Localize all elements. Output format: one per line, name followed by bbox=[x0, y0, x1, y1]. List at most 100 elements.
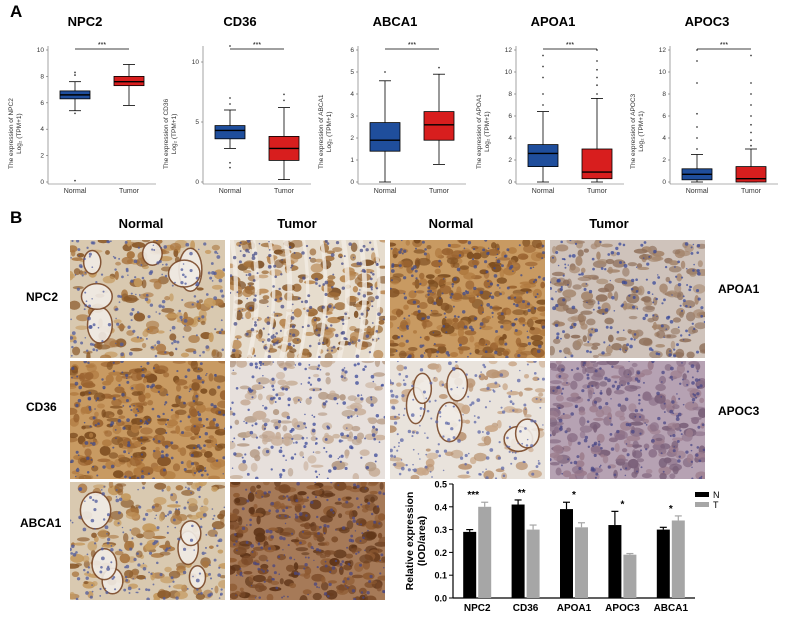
y-tick-label: 10 bbox=[192, 59, 200, 66]
ihc-apoc3-tumor-image bbox=[550, 361, 705, 479]
bar-y-tick-label: 0.0 bbox=[434, 594, 447, 604]
y-tick-label: 4 bbox=[662, 135, 666, 142]
y-tick-label: 6 bbox=[40, 100, 44, 107]
outlier-point bbox=[750, 131, 752, 134]
ihc-col-header-normal-left: Normal bbox=[118, 216, 164, 231]
bar-significance-label: *** bbox=[467, 490, 479, 501]
outlier-point bbox=[696, 112, 698, 115]
outlier-point bbox=[542, 104, 544, 106]
outlier-point bbox=[438, 66, 440, 69]
y-tick-label: 0 bbox=[40, 179, 44, 186]
ihc-abca1-normal-image bbox=[70, 482, 225, 600]
ihc-row-label-npc2: NPC2 bbox=[26, 290, 59, 304]
y-tick-label: 12 bbox=[505, 47, 513, 54]
outlier-point bbox=[542, 76, 544, 79]
y-tick-label: 8 bbox=[508, 91, 512, 98]
boxplot-svg: 0 2 4 6 8 10 Normal Tumor *** bbox=[37, 42, 156, 195]
y-tick-label: 10 bbox=[659, 69, 667, 76]
outlier-point bbox=[750, 82, 752, 84]
boxplot-svg: 0 5 10 Normal Tumor *** bbox=[192, 42, 311, 195]
bar-significance-label: * bbox=[669, 504, 673, 515]
ihc-row-label-apoc3: APOC3 bbox=[718, 404, 760, 418]
x-tick-label: Tumor bbox=[119, 188, 140, 195]
x-tick-label: Tumor bbox=[274, 188, 295, 195]
bar-n-npc2 bbox=[463, 531, 477, 598]
boxplot-svg: 0 1 2 3 4 5 6 Normal Tumor *** bbox=[350, 42, 466, 195]
boxplot-svg: 0 2 4 6 8 10 12 Normal Tumor *** bbox=[659, 42, 778, 195]
y-tick-label: 1 bbox=[350, 157, 354, 164]
x-tick-label: Normal bbox=[64, 188, 87, 195]
outlier-point bbox=[596, 93, 598, 95]
x-tick-label: Normal bbox=[532, 188, 555, 195]
x-tick-label: Tumor bbox=[429, 188, 450, 195]
bar-t-apoa1 bbox=[575, 527, 588, 598]
panel-a-label: A bbox=[10, 2, 23, 21]
outlier-point bbox=[542, 54, 544, 57]
boxplot-svg: 0 2 4 6 8 10 12 Normal Tumor *** bbox=[505, 42, 624, 195]
legend-label-n: N bbox=[713, 490, 720, 500]
y-tick-label: 12 bbox=[659, 47, 667, 54]
ihc-quantification-bar-chart: 0.0 0.1 0.2 0.3 0.4 0.5 Relative expression(IO… bbox=[395, 478, 725, 625]
x-tick-label: Normal bbox=[219, 188, 242, 195]
significance-label: *** bbox=[408, 42, 416, 49]
outlier-point bbox=[229, 161, 231, 164]
legend-swatch-n bbox=[695, 492, 709, 497]
ihc-col-header-tumor-left: Tumor bbox=[277, 216, 317, 231]
outlier-point bbox=[74, 112, 76, 115]
outlier-point bbox=[750, 54, 752, 57]
outlier-point bbox=[74, 71, 76, 74]
boxplot-apoc3: APOC3 The expression of APOC3 Log₂ (TPM+1)… bbox=[630, 14, 782, 195]
y-tick-label: 10 bbox=[37, 47, 45, 54]
y-tick-label: 8 bbox=[662, 91, 666, 98]
box-normal bbox=[214, 125, 246, 140]
outlier-point bbox=[229, 166, 231, 169]
y-tick-label: 6 bbox=[508, 113, 512, 120]
box-tumor bbox=[581, 148, 613, 180]
ihc-row-label-apoa1: APOA1 bbox=[718, 282, 760, 296]
outlier-point bbox=[750, 104, 752, 106]
outlier-point bbox=[74, 179, 76, 182]
bar-n-apoc3 bbox=[608, 525, 622, 598]
ihc-apoc3-normal-image bbox=[390, 361, 545, 479]
outlier-point bbox=[542, 93, 544, 95]
outlier-point bbox=[696, 82, 698, 84]
x-tick-label: Normal bbox=[374, 188, 397, 195]
ihc-cd36-tumor-image bbox=[230, 361, 385, 479]
bar-t-apoc3 bbox=[623, 554, 637, 598]
significance-label: *** bbox=[98, 42, 106, 49]
bar-y-tick-label: 0.4 bbox=[434, 502, 447, 512]
legend-swatch-t bbox=[695, 502, 709, 507]
y-tick-label: 4 bbox=[40, 126, 44, 133]
y-tick-label: 4 bbox=[350, 91, 354, 98]
outlier-point bbox=[596, 76, 598, 79]
ihc-apoa1-tumor-image bbox=[550, 240, 705, 358]
y-tick-label: 8 bbox=[40, 73, 44, 80]
bar-y-tick-label: 0.2 bbox=[434, 548, 447, 558]
significance-label: *** bbox=[566, 42, 574, 49]
outlier-point bbox=[750, 123, 752, 126]
y-tick-label: 2 bbox=[662, 157, 666, 164]
bar-t-cd36 bbox=[526, 529, 540, 598]
boxplot-title: APOC3 bbox=[684, 14, 730, 29]
legend-label-t: T bbox=[713, 500, 719, 510]
boxplot-apoa1: APOA1 The expression of APOA1 Log₂ (TPM+1)… bbox=[476, 14, 628, 195]
y-tick-label: 2 bbox=[350, 135, 354, 142]
outlier-point bbox=[750, 115, 752, 117]
ihc-apoa1-normal-image bbox=[390, 240, 545, 358]
outlier-point bbox=[696, 148, 698, 150]
ihc-row-label-abca1: ABCA1 bbox=[20, 516, 62, 530]
outlier-point bbox=[596, 68, 598, 71]
boxplot-cd36: CD36 The expression of CD36 Log₂ (TPM+1) 0 5… bbox=[163, 14, 315, 195]
bar-x-tick-label: APOC3 bbox=[605, 603, 640, 614]
y-tick-label: 5 bbox=[350, 69, 354, 76]
outlier-point bbox=[696, 126, 698, 128]
bar-n-apoa1 bbox=[560, 509, 573, 598]
y-tick-label: 6 bbox=[662, 113, 666, 120]
ihc-col-header-normal-right: Normal bbox=[428, 216, 474, 231]
y-tick-label: 6 bbox=[350, 47, 354, 54]
x-tick-label: Tumor bbox=[587, 188, 608, 195]
outlier-point bbox=[696, 60, 698, 62]
bar-x-tick-label: CD36 bbox=[513, 603, 539, 614]
x-tick-label: Tumor bbox=[741, 188, 762, 195]
bar-x-tick-label: ABCA1 bbox=[654, 603, 689, 614]
